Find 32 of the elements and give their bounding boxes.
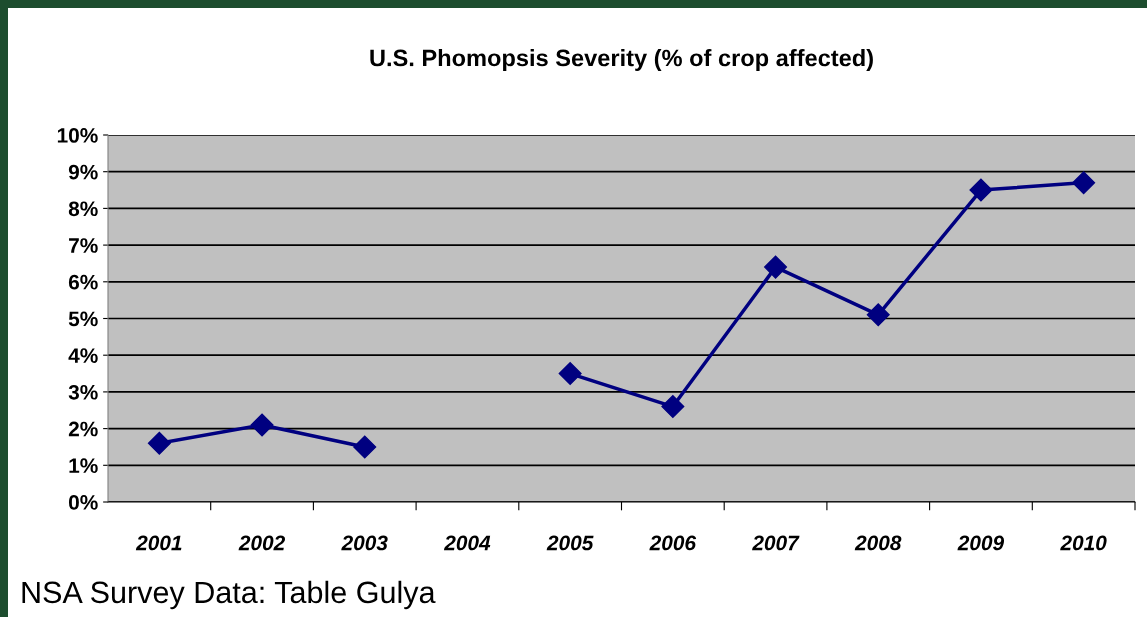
y-tick-label: 8% <box>68 201 98 217</box>
point <box>250 413 274 437</box>
y-tick-label: 4% <box>68 348 98 363</box>
chart-title: U.S. Phomopsis Severity (% of crop affected) <box>370 49 873 72</box>
x-tick-label: 2004 <box>443 535 491 551</box>
point <box>1072 171 1096 195</box>
y-tick-label: 10% <box>57 128 98 143</box>
y-tick-label: 6% <box>68 274 98 290</box>
y-tick-label: 0% <box>68 495 98 510</box>
y-tick-label: 1% <box>69 458 98 474</box>
x-tick-label: 2003 <box>341 535 388 551</box>
x-tick-label: 2005 <box>546 535 594 551</box>
y-tick-label: 9% <box>68 164 98 180</box>
x-tick-label: 2008 <box>854 535 902 551</box>
point <box>661 395 685 419</box>
point <box>147 431 171 455</box>
x-tick-label: 2010 <box>1060 535 1107 551</box>
x-tick-label: 2006 <box>649 535 697 551</box>
y-tick-label: 7% <box>69 238 98 253</box>
text: NSA Survey Data: Table Gulya <box>22 580 436 610</box>
point <box>353 435 377 459</box>
x-tick-label: 2001 <box>135 535 182 551</box>
point <box>969 178 993 202</box>
point <box>866 303 890 327</box>
y-tick-label: 3% <box>68 384 98 400</box>
y-tick-label: 5% <box>68 311 98 327</box>
x-tick-label: 2002 <box>238 535 286 551</box>
x-tick-label: 2007 <box>752 535 800 551</box>
point <box>558 362 582 386</box>
y-tick-label: 2% <box>68 421 98 437</box>
x-tick-label: 2009 <box>957 535 1005 551</box>
point <box>764 255 788 279</box>
